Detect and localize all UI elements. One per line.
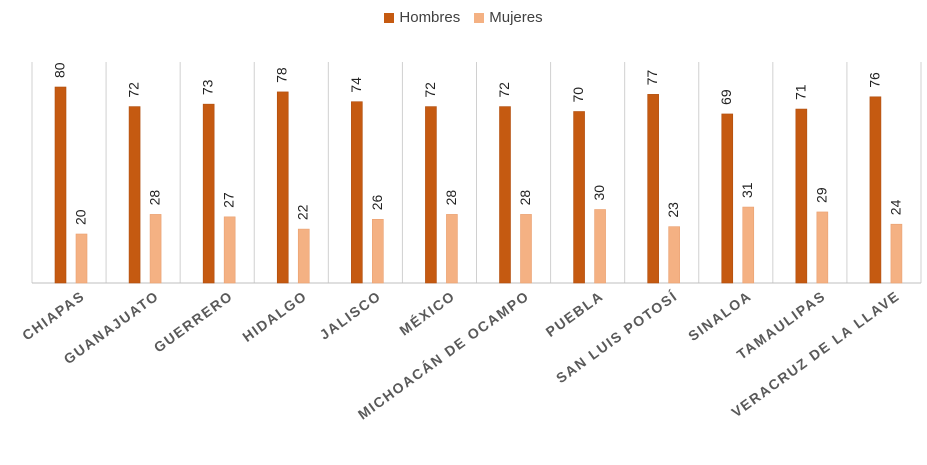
x-tick-label: SAN LUIS POTOSÍ [553, 287, 680, 386]
bar-hombres [499, 106, 511, 284]
bar-mujeres [297, 228, 310, 284]
data-label-mujeres: 23 [665, 202, 681, 218]
data-label-hombres: 71 [792, 84, 808, 100]
bar-hombres [795, 108, 808, 284]
bar-mujeres [668, 226, 680, 284]
data-label-hombres: 78 [274, 67, 290, 83]
data-label-hombres: 76 [866, 72, 882, 88]
x-tick-label: HIDALGO [239, 287, 310, 344]
bar-mujeres [890, 223, 903, 284]
data-label-mujeres: 29 [813, 187, 829, 203]
x-tick-label: SINALOA [685, 287, 754, 344]
data-label-mujeres: 22 [295, 204, 311, 220]
bar-hombres [351, 101, 363, 284]
data-label-hombres: 74 [348, 77, 364, 93]
data-label-mujeres: 27 [221, 192, 237, 208]
data-label-mujeres: 20 [73, 209, 89, 225]
data-label-hombres: 72 [422, 82, 438, 98]
data-label-mujeres: 28 [147, 190, 163, 206]
data-label-mujeres: 30 [591, 185, 607, 201]
bar-hombres [573, 111, 585, 284]
legend-label-hombres: Hombres [399, 9, 461, 26]
bar-mujeres [75, 233, 88, 284]
data-label-mujeres: 26 [369, 195, 385, 211]
data-label-mujeres: 28 [443, 190, 459, 206]
bar-mujeres [372, 219, 384, 284]
x-tick-label: CHIAPAS [19, 287, 88, 343]
bar-mujeres [223, 216, 236, 284]
bar-hombres [869, 96, 882, 284]
bar-mujeres [742, 206, 755, 284]
legend-swatch-mujeres [474, 12, 485, 23]
data-label-hombres: 70 [570, 87, 586, 103]
bar-mujeres [520, 214, 532, 284]
data-label-hombres: 72 [126, 82, 142, 98]
x-tick-label: JALISCO [317, 287, 385, 342]
bar-hombres [276, 91, 289, 284]
bar-mujeres [816, 211, 829, 284]
legend-item-hombres: Hombres [384, 9, 460, 26]
x-tick-label: MÉXICO [396, 287, 458, 338]
legend-swatch-hombres [384, 12, 395, 23]
data-label-mujeres: 28 [517, 190, 533, 206]
data-label-hombres: 73 [200, 79, 216, 95]
data-label-hombres: 77 [644, 70, 660, 86]
bar-hombres [425, 106, 437, 284]
legend-label-mujeres: Mujeres [489, 9, 543, 26]
x-tick-label: PUEBLA [543, 287, 607, 339]
x-tick-label: GUERRERO [151, 287, 236, 355]
bar-hombres [647, 94, 659, 284]
data-label-hombres: 69 [718, 89, 734, 105]
bar-mujeres [446, 214, 458, 284]
bar-hombres [54, 86, 67, 284]
data-label-hombres: 80 [52, 62, 68, 78]
data-label-mujeres: 24 [887, 199, 903, 215]
legend-item-mujeres: Mujeres [474, 9, 543, 26]
data-label-hombres: 72 [496, 82, 512, 98]
legend: Hombres Mujeres [0, 9, 927, 26]
bar-hombres [202, 103, 215, 284]
bar-hombres [721, 113, 734, 284]
bar-mujeres [594, 209, 606, 284]
data-label-mujeres: 31 [739, 182, 755, 198]
bar-mujeres [149, 214, 162, 284]
bar-hombres [128, 106, 141, 284]
